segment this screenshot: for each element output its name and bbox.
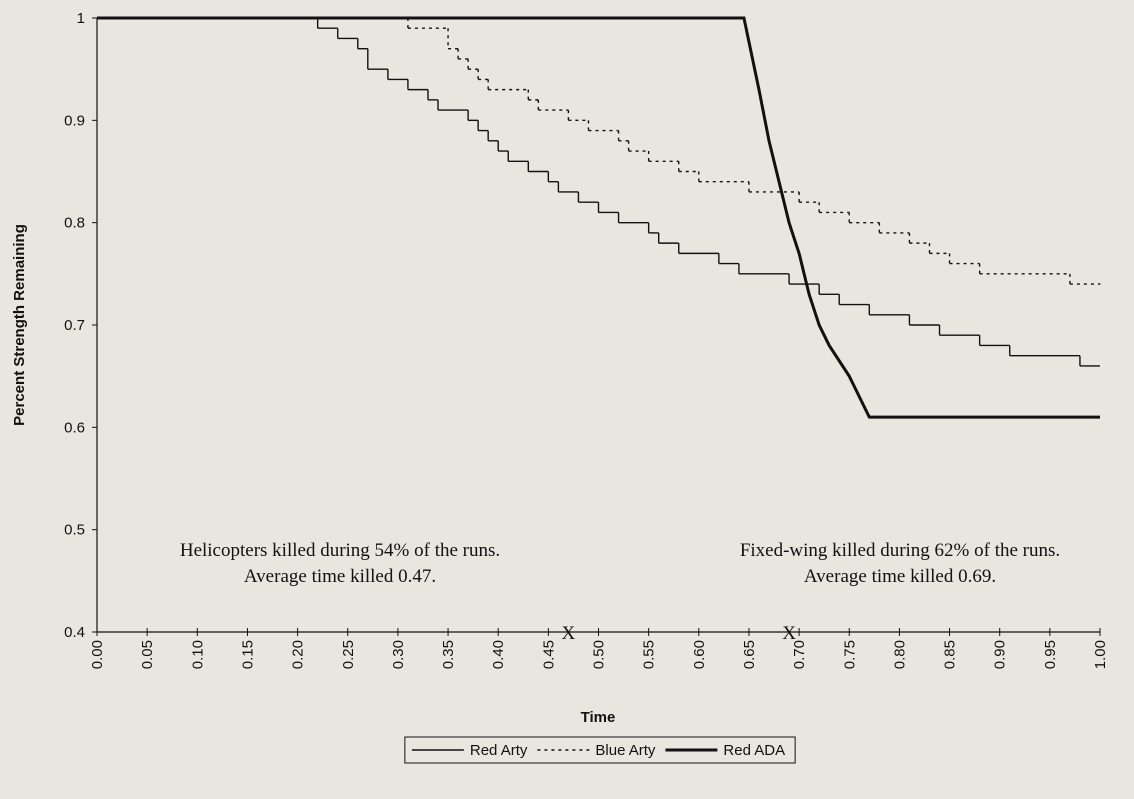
x-tick-label: 0.50	[591, 640, 608, 669]
legend-label: Blue Arty	[595, 742, 656, 759]
y-tick-label: 0.7	[64, 317, 85, 334]
y-tick-label: 1	[77, 10, 85, 27]
x-tick-label: 0.35	[440, 640, 457, 669]
y-tick-label: 0.9	[64, 112, 85, 129]
x-tick-label: 0.80	[891, 640, 908, 669]
y-axis-label: Percent Strength Remaining	[11, 224, 28, 426]
annotation: Helicopters killed during 54% of the run…	[180, 540, 500, 561]
x-tick-label: 0.60	[691, 640, 708, 669]
marker: X	[782, 623, 796, 644]
y-tick-label: 0.5	[64, 522, 85, 539]
annotation: Fixed-wing killed during 62% of the runs…	[740, 540, 1060, 561]
annotation: Average time killed 0.69.	[804, 566, 996, 587]
x-tick-label: 0.85	[942, 640, 959, 669]
x-tick-label: 0.25	[340, 640, 357, 669]
x-tick-label: 0.90	[992, 640, 1009, 669]
series-line	[97, 16, 1100, 419]
x-tick-label: 0.65	[741, 640, 758, 669]
annotation: Average time killed 0.47.	[244, 566, 436, 587]
x-tick-label: 0.20	[290, 640, 307, 669]
x-tick-label: 0.55	[641, 640, 658, 669]
y-tick-label: 0.4	[64, 624, 85, 641]
x-tick-label: 0.30	[390, 640, 407, 669]
legend: Red Arty Blue Arty Red ADA	[404, 736, 796, 764]
x-tick-label: 0.05	[139, 640, 156, 669]
x-tick-label: 0.75	[841, 640, 858, 669]
legend-box	[404, 736, 796, 764]
x-tick-label: 0.70	[791, 640, 808, 669]
marker: X	[562, 623, 576, 644]
x-tick-label: 0.45	[540, 640, 557, 669]
x-tick-label: 0.15	[239, 640, 256, 669]
legend-label: Red Arty	[470, 742, 528, 759]
x-tick-label: 1.00	[1092, 640, 1109, 669]
y-tick-label: 0.6	[64, 419, 85, 436]
x-tick-label: 0.00	[89, 640, 106, 669]
y-tick-label: 0.8	[64, 215, 85, 232]
legend-label: Red ADA	[723, 742, 785, 759]
x-tick-label: 0.40	[490, 640, 507, 669]
x-tick-label: 0.95	[1042, 640, 1059, 669]
x-tick-label: 0.10	[189, 640, 206, 669]
x-axis-label: Time	[581, 709, 616, 726]
